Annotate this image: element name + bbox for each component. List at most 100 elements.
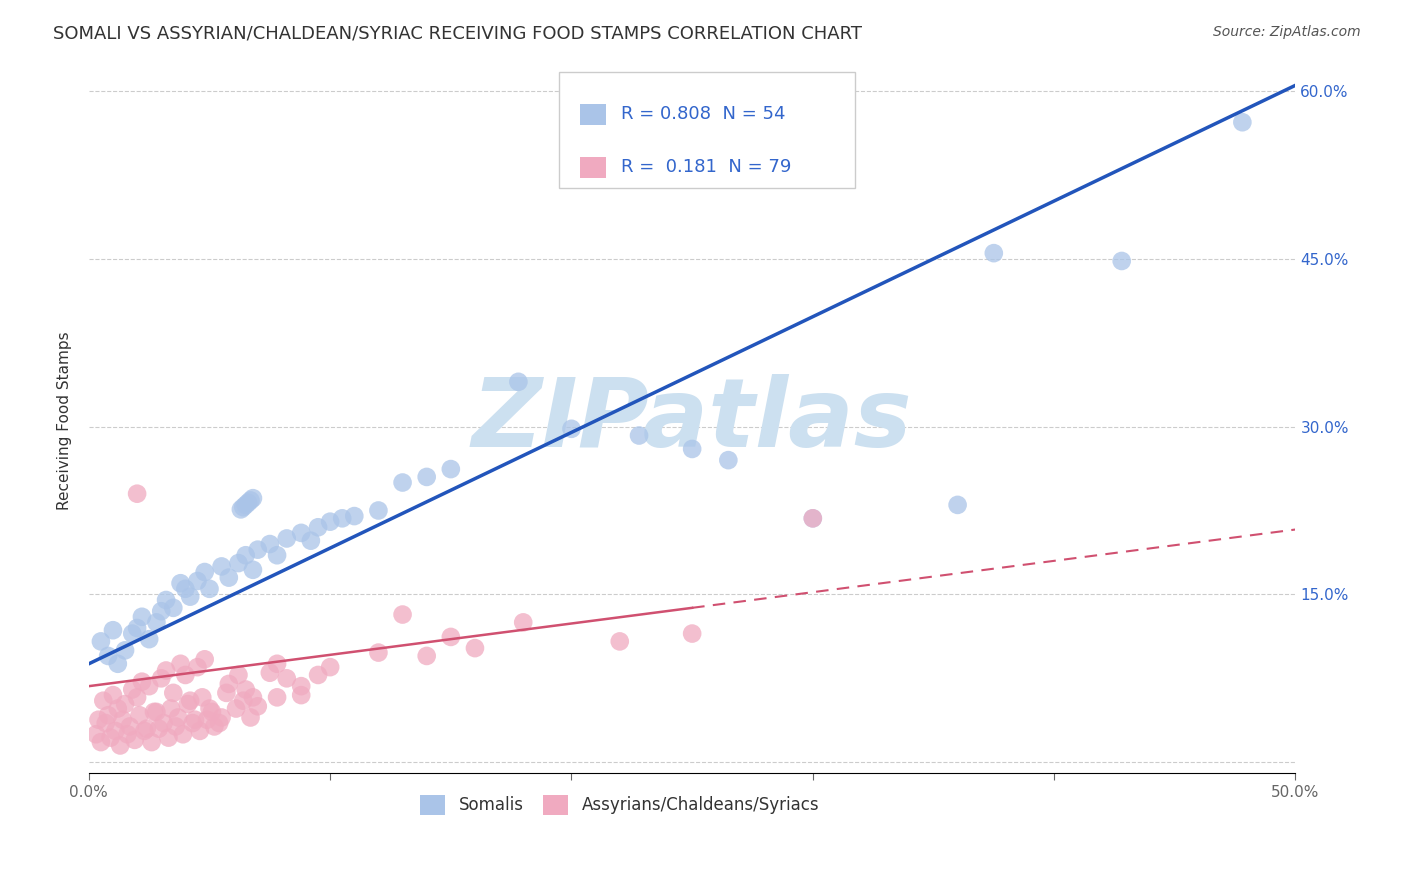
Point [415, 470, 437, 484]
Point [90, 735, 112, 749]
Point [194, 565, 217, 579]
Point [157, 731, 180, 745]
Point [609, 634, 631, 648]
Point [319, 660, 342, 674]
Point [131, 609, 153, 624]
Point [152, 716, 174, 731]
Point [107, 701, 129, 715]
Point [681, 626, 703, 640]
Point [169, 657, 191, 671]
Point [235, 498, 257, 512]
Point [208, 716, 231, 731]
Point [202, 719, 225, 733]
Point [90, 634, 112, 648]
Point [141, 735, 163, 749]
Point [174, 582, 197, 596]
Point [276, 671, 298, 685]
Legend: Somalis, Assyrians/Chaldeans/Syriacs: Somalis, Assyrians/Chaldeans/Syriacs [411, 785, 830, 825]
Point [128, 708, 150, 723]
Point [235, 548, 257, 562]
Point [259, 537, 281, 551]
Point [946, 498, 969, 512]
Point [110, 739, 132, 753]
Point [560, 422, 582, 436]
Point [138, 679, 160, 693]
Point [319, 515, 342, 529]
Point [198, 582, 221, 596]
Point [246, 542, 269, 557]
Point [307, 668, 329, 682]
Point [290, 688, 312, 702]
Point [239, 493, 262, 508]
Point [127, 690, 149, 705]
Point [266, 657, 288, 671]
Point [155, 664, 177, 678]
Point [127, 486, 149, 500]
Point [101, 688, 124, 702]
Point [330, 511, 353, 525]
Point [138, 632, 160, 647]
Point [191, 690, 214, 705]
Point [179, 590, 201, 604]
Point [512, 615, 534, 630]
Point [218, 677, 240, 691]
Y-axis label: Receiving Food Stamps: Receiving Food Stamps [58, 332, 72, 510]
Point [186, 574, 208, 588]
Point [464, 641, 486, 656]
Point [162, 600, 184, 615]
Point [134, 723, 156, 738]
Point [145, 705, 167, 719]
Point [290, 679, 312, 693]
Point [100, 731, 122, 745]
Point [367, 503, 389, 517]
Point [179, 694, 201, 708]
Point [198, 701, 221, 715]
Point [84, 727, 107, 741]
Point [307, 520, 329, 534]
Point [801, 511, 824, 525]
Point [201, 705, 224, 719]
Text: ZIPatlas: ZIPatlas [472, 375, 912, 467]
Point [194, 652, 217, 666]
Point [145, 615, 167, 630]
Point [94, 716, 117, 731]
Point [242, 491, 264, 505]
Point [1111, 254, 1133, 268]
Point [104, 723, 127, 738]
Point [121, 682, 143, 697]
Point [87, 713, 110, 727]
Point [276, 532, 298, 546]
Point [148, 722, 170, 736]
Point [391, 475, 413, 490]
Point [440, 462, 463, 476]
Point [167, 710, 190, 724]
Text: SOMALI VS ASSYRIAN/CHALDEAN/SYRIAC RECEIVING FOOD STAMPS CORRELATION CHART: SOMALI VS ASSYRIAN/CHALDEAN/SYRIAC RECEI… [53, 25, 862, 43]
Point [169, 576, 191, 591]
Point [508, 375, 530, 389]
Text: R = 0.808  N = 54: R = 0.808 N = 54 [621, 105, 786, 123]
Point [91, 694, 114, 708]
Point [162, 686, 184, 700]
Point [242, 690, 264, 705]
Point [188, 723, 211, 738]
Point [211, 710, 233, 724]
Text: Source: ZipAtlas.com: Source: ZipAtlas.com [1213, 25, 1361, 39]
Point [391, 607, 413, 622]
FancyBboxPatch shape [579, 103, 606, 125]
Point [127, 621, 149, 635]
Point [160, 701, 183, 715]
Point [246, 699, 269, 714]
Point [266, 548, 288, 562]
Point [195, 713, 218, 727]
Point [232, 500, 254, 515]
Point [1232, 115, 1254, 129]
Point [236, 496, 259, 510]
Point [239, 710, 262, 724]
Point [165, 719, 187, 733]
Point [225, 701, 247, 715]
Point [218, 571, 240, 585]
Point [290, 525, 312, 540]
Point [97, 708, 120, 723]
Point [150, 604, 173, 618]
FancyBboxPatch shape [560, 72, 855, 188]
